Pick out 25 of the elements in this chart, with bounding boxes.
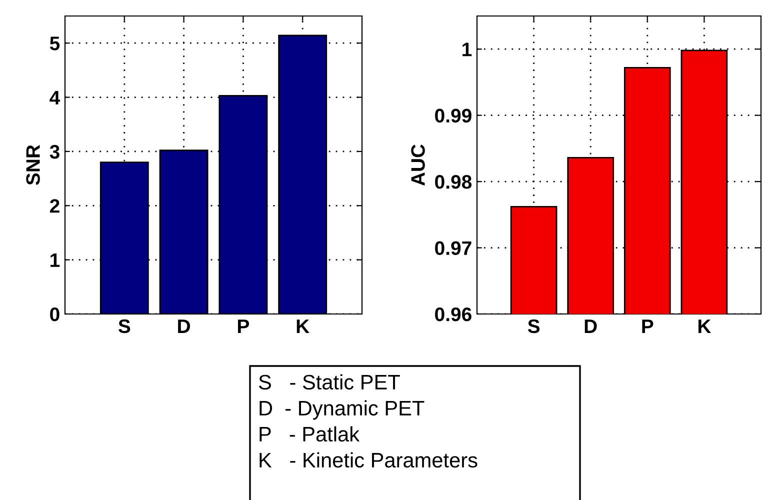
y-tick-label: 0.97 xyxy=(435,241,472,256)
y-tick-label: 4 xyxy=(50,90,60,104)
y-axis-title: AUC xyxy=(411,144,425,186)
y-tick-label: 3 xyxy=(50,144,60,159)
y-tick-label: 0.98 xyxy=(435,175,472,189)
x-tick-label: P xyxy=(238,320,250,333)
y-tick-label: 0.99 xyxy=(435,108,472,123)
x-tick-label: K xyxy=(296,320,310,333)
y-tick-label: 0 xyxy=(50,307,60,322)
x-tick-label: S xyxy=(118,319,130,334)
x-tick-label: D xyxy=(584,320,597,333)
y-axis-title: SNR xyxy=(26,144,40,185)
x-tick-label: D xyxy=(178,320,190,333)
x-tick-label: S xyxy=(528,319,540,334)
text: D - Dynamic PET xyxy=(260,400,424,420)
text: K - Kinetic Parameters xyxy=(260,452,478,468)
y-tick-label: 1 xyxy=(50,253,60,267)
x-tick-label: K xyxy=(698,320,712,333)
y-tick-label: 5 xyxy=(50,36,60,50)
text: S - Static PET xyxy=(258,374,400,390)
x-tick-label: P xyxy=(642,320,654,333)
y-tick-label: 2 xyxy=(50,199,60,213)
y-tick-label: 1 xyxy=(462,42,472,56)
text: P - Patlak xyxy=(260,426,360,442)
y-tick-label: 0.96 xyxy=(435,307,472,322)
